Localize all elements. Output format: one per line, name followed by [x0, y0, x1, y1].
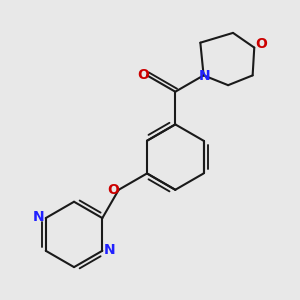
Text: N: N: [199, 69, 210, 83]
Text: N: N: [33, 210, 45, 224]
Text: N: N: [103, 243, 115, 257]
Text: O: O: [108, 183, 119, 197]
Text: O: O: [137, 68, 148, 82]
Text: O: O: [255, 37, 267, 51]
